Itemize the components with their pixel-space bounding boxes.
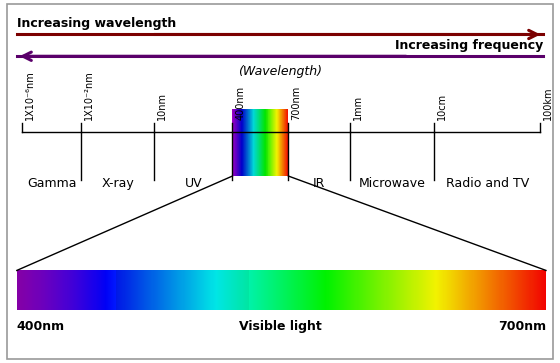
Text: 10cm: 10cm — [437, 93, 447, 120]
Text: Increasing frequency: Increasing frequency — [395, 39, 543, 52]
Text: 400nm: 400nm — [235, 86, 245, 120]
Text: Visible light: Visible light — [239, 320, 321, 333]
Text: Gamma: Gamma — [27, 177, 76, 190]
Text: 1X10⁻²nm: 1X10⁻²nm — [84, 70, 94, 120]
Text: 1mm: 1mm — [353, 95, 363, 120]
Text: IR: IR — [313, 177, 325, 190]
Text: UV: UV — [184, 177, 202, 190]
Text: Radio and TV: Radio and TV — [446, 177, 529, 190]
Text: X-ray: X-ray — [101, 177, 134, 190]
Text: 400nm: 400nm — [17, 320, 65, 333]
Text: (Wavelength): (Wavelength) — [238, 65, 322, 78]
Text: Increasing wavelength: Increasing wavelength — [17, 17, 176, 30]
Text: Microwave: Microwave — [358, 177, 426, 190]
Text: 700nm: 700nm — [498, 320, 546, 333]
Text: 100km: 100km — [543, 86, 553, 120]
Text: 10nm: 10nm — [157, 92, 167, 120]
Text: 700nm: 700nm — [291, 86, 301, 120]
Text: 1X10⁻⁶nm: 1X10⁻⁶nm — [25, 70, 35, 120]
